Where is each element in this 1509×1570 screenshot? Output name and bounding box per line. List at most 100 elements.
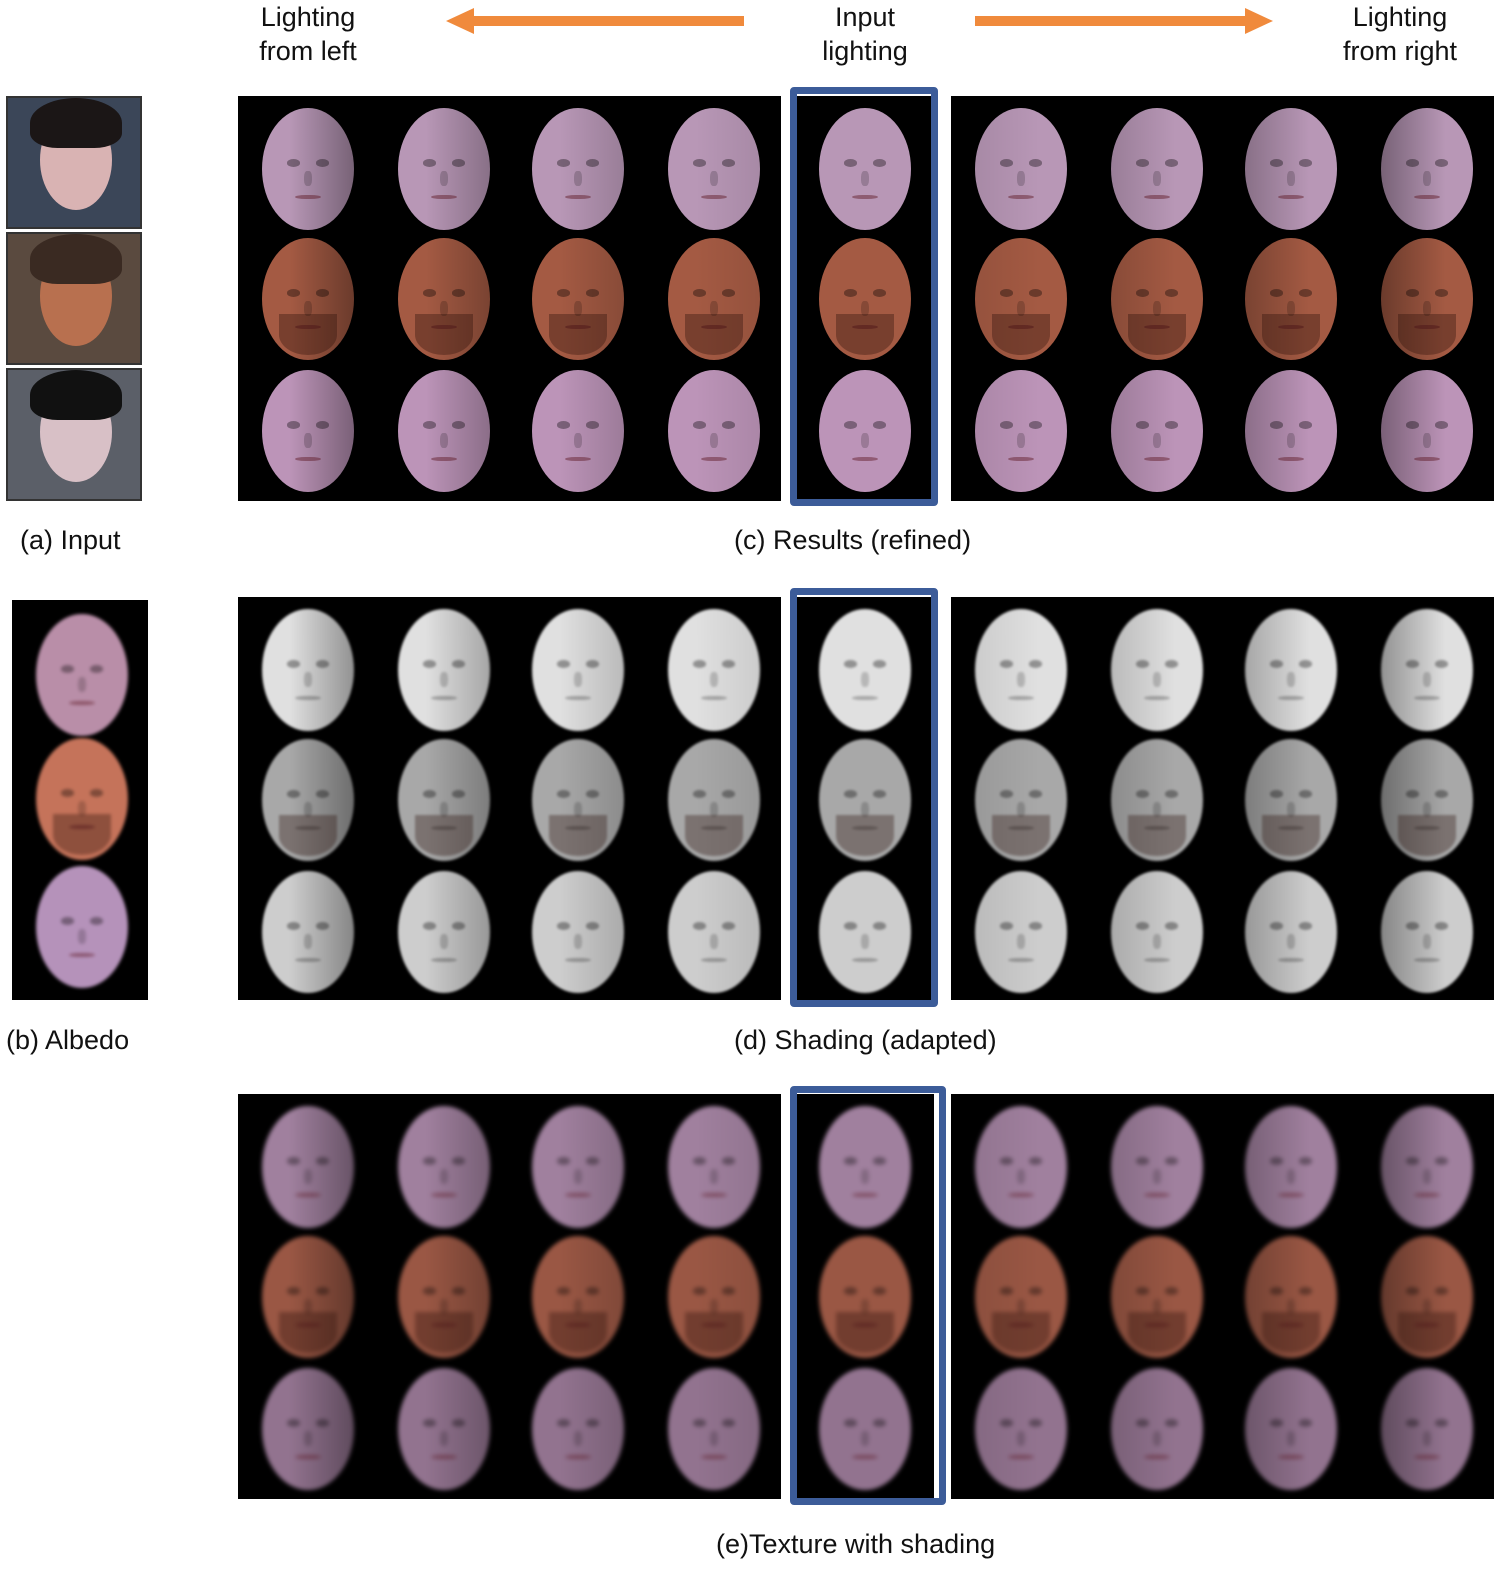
texture-face <box>668 1236 760 1358</box>
shading-face <box>975 739 1067 861</box>
texture-face <box>1381 1236 1473 1358</box>
shading-face <box>1111 609 1203 731</box>
texture-grid-right <box>951 1094 1494 1499</box>
texture-face <box>819 1368 911 1490</box>
texture-face <box>262 1236 354 1358</box>
shading-face <box>532 739 624 861</box>
results-face <box>1245 370 1337 492</box>
shading-face <box>819 609 911 731</box>
shading-face <box>398 609 490 731</box>
texture-face <box>532 1106 624 1228</box>
shading-face <box>1245 739 1337 861</box>
results-face <box>1381 370 1473 492</box>
texture-face <box>668 1106 760 1228</box>
shading-face <box>975 871 1067 993</box>
texture-face <box>1381 1106 1473 1228</box>
lighting-from-right-label: Lighting from right <box>1342 2 1458 66</box>
shading-face <box>1245 871 1337 993</box>
shading-face <box>668 739 760 861</box>
results-face <box>262 370 354 492</box>
results-face <box>668 108 760 230</box>
results-face <box>819 108 911 230</box>
shading-face <box>262 609 354 731</box>
albedo-face-1 <box>36 614 128 736</box>
caption-input: (a) Input <box>20 525 121 555</box>
shading-face <box>668 609 760 731</box>
shading-face <box>1111 871 1203 993</box>
shading-face <box>1381 609 1473 731</box>
shading-grid-right <box>951 597 1494 1000</box>
caption-shading: (d) Shading (adapted) <box>734 1025 997 1055</box>
caption-texture: (e)Texture with shading <box>716 1529 996 1559</box>
results-grid-center <box>797 96 934 501</box>
arrow-left-icon <box>446 8 744 34</box>
texture-face <box>975 1106 1067 1228</box>
results-grid-right <box>951 96 1494 501</box>
results-face <box>262 108 354 230</box>
texture-face <box>1245 1106 1337 1228</box>
albedo-panel <box>12 600 148 1000</box>
input-photo-3 <box>6 368 142 501</box>
texture-face <box>1111 1106 1203 1228</box>
caption-albedo: (b) Albedo <box>6 1025 130 1055</box>
texture-face <box>262 1106 354 1228</box>
input-lighting-highlight-results <box>790 87 938 506</box>
texture-grid-left <box>238 1094 781 1499</box>
texture-face <box>668 1368 760 1490</box>
texture-face <box>398 1106 490 1228</box>
shading-face <box>1381 871 1473 993</box>
results-face <box>532 108 624 230</box>
texture-face <box>532 1236 624 1358</box>
caption-results: (c) Results (refined) <box>734 525 972 555</box>
results-face <box>1381 238 1473 360</box>
shading-face <box>398 871 490 993</box>
shading-face <box>262 871 354 993</box>
lighting-from-left-label: Lighting from left <box>259 2 357 66</box>
texture-face <box>1111 1236 1203 1358</box>
results-face <box>532 238 624 360</box>
input-photo-2 <box>6 232 142 365</box>
shading-face <box>1111 739 1203 861</box>
results-face <box>532 370 624 492</box>
albedo-face-2 <box>36 738 128 860</box>
results-face <box>668 370 760 492</box>
shading-grid-center <box>797 597 934 1000</box>
results-face <box>1245 238 1337 360</box>
results-face <box>1111 370 1203 492</box>
shading-grid-left <box>238 597 781 1000</box>
results-face <box>1381 108 1473 230</box>
texture-face <box>819 1236 911 1358</box>
input-photos <box>6 96 142 501</box>
results-face <box>975 238 1067 360</box>
input-lighting-highlight-texture <box>790 1086 946 1505</box>
albedo-face-3 <box>36 866 128 988</box>
arrow-right-icon <box>975 8 1273 34</box>
shading-face <box>975 609 1067 731</box>
results-face <box>975 370 1067 492</box>
shading-face <box>532 609 624 731</box>
texture-face <box>975 1236 1067 1358</box>
texture-face <box>262 1368 354 1490</box>
shading-face <box>1381 739 1473 861</box>
results-face <box>1111 108 1203 230</box>
results-face <box>819 370 911 492</box>
input-lighting-highlight-shading <box>790 588 938 1007</box>
shading-face <box>668 871 760 993</box>
texture-face <box>975 1368 1067 1490</box>
input-photo-1 <box>6 96 142 229</box>
results-face <box>398 108 490 230</box>
results-face <box>1111 238 1203 360</box>
texture-face <box>819 1106 911 1228</box>
texture-face <box>1381 1368 1473 1490</box>
texture-face <box>398 1236 490 1358</box>
texture-grid-center <box>797 1094 934 1499</box>
results-face <box>668 238 760 360</box>
results-face <box>975 108 1067 230</box>
texture-face <box>532 1368 624 1490</box>
results-grid-left <box>238 96 781 501</box>
shading-face <box>262 739 354 861</box>
shading-face <box>398 739 490 861</box>
results-face <box>262 238 354 360</box>
input-lighting-label: Input lighting <box>822 2 908 66</box>
texture-face <box>1245 1368 1337 1490</box>
